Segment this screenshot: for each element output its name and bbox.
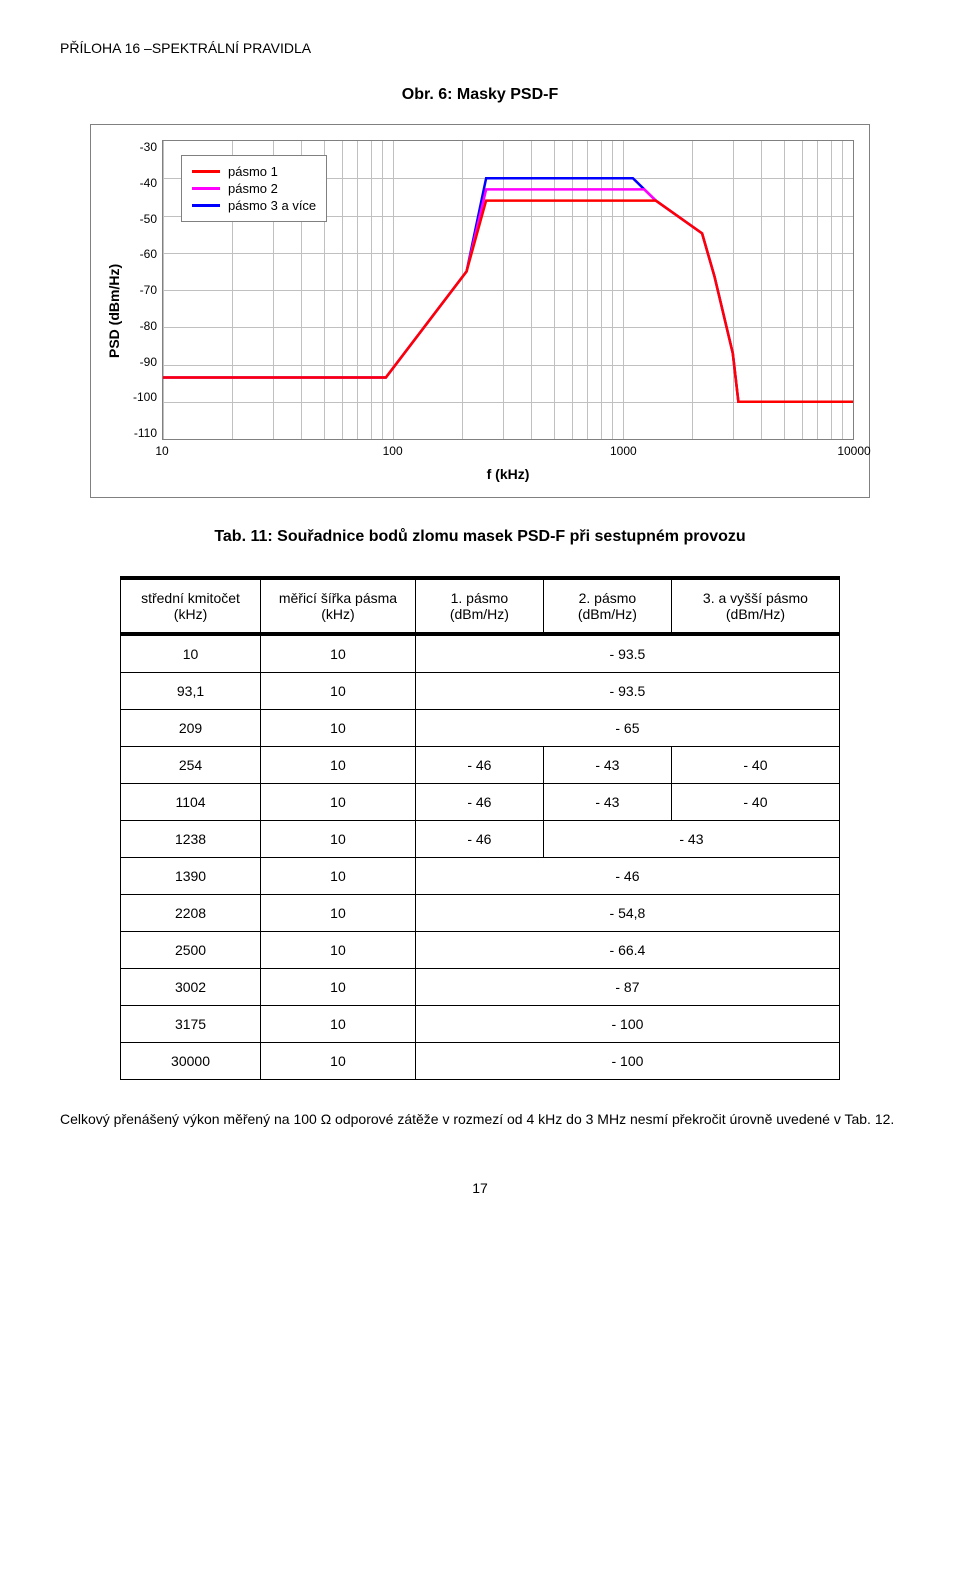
table-cell: - 40 [671, 747, 839, 784]
table-row: 25410- 46- 43- 40 [121, 747, 840, 784]
table-cell: - 93.5 [415, 634, 839, 673]
legend-item: pásmo 2 [192, 181, 316, 196]
table-row: 300210- 87 [121, 969, 840, 1006]
page-header: PŘÍLOHA 16 –SPEKTRÁLNÍ PRAVIDLA [60, 40, 900, 56]
legend-label: pásmo 3 a více [228, 198, 316, 213]
table-cell: 3002 [121, 969, 261, 1006]
table-header-cell: 2. pásmo (dBm/Hz) [543, 578, 671, 634]
table-title: Tab. 11: Souřadnice bodů zlomu masek PSD… [60, 528, 900, 546]
table-cell: 10 [261, 634, 416, 673]
table-cell: 10 [261, 1043, 416, 1080]
y-tick-label: -80 [127, 319, 157, 333]
legend-swatch [192, 204, 220, 207]
table-cell: 10 [261, 858, 416, 895]
legend-label: pásmo 1 [228, 164, 278, 179]
x-axis-ticks: 10100100010000 [162, 444, 854, 462]
table-cell: 3175 [121, 1006, 261, 1043]
table-cell: - 43 [543, 821, 839, 858]
table-cell: 10 [261, 895, 416, 932]
table-row: 110410- 46- 43- 40 [121, 784, 840, 821]
table-cell: 10 [261, 969, 416, 1006]
table-cell: 93,1 [121, 673, 261, 710]
table-cell: 1238 [121, 821, 261, 858]
table-header-cell: měřicí šířka pásma (kHz) [261, 578, 416, 634]
table-cell: - 100 [415, 1006, 839, 1043]
table-row: 123810- 46- 43 [121, 821, 840, 858]
table-row: 250010- 66.4 [121, 932, 840, 969]
table-cell: 10 [121, 634, 261, 673]
y-tick-label: -40 [127, 176, 157, 190]
x-axis-label: f (kHz) [162, 466, 854, 482]
y-tick-label: -70 [127, 283, 157, 297]
figure-title: Obr. 6: Masky PSD-F [60, 86, 900, 104]
y-tick-label: -110 [127, 426, 157, 440]
y-tick-label: -30 [127, 140, 157, 154]
y-axis-label: PSD (dBm/Hz) [101, 140, 127, 482]
table-cell: 1390 [121, 858, 261, 895]
table-cell: - 54,8 [415, 895, 839, 932]
x-tick-label: 10000 [837, 444, 870, 458]
table-cell: 2208 [121, 895, 261, 932]
table-cell: - 93.5 [415, 673, 839, 710]
y-tick-label: -60 [127, 247, 157, 261]
x-tick-label: 10 [155, 444, 168, 458]
table-header-cell: 1. pásmo (dBm/Hz) [415, 578, 543, 634]
legend-item: pásmo 3 a více [192, 198, 316, 213]
table-cell: - 65 [415, 710, 839, 747]
table-row: 1010- 93.5 [121, 634, 840, 673]
table-row: 93,110- 93.5 [121, 673, 840, 710]
table-cell: - 66.4 [415, 932, 839, 969]
table-cell: 254 [121, 747, 261, 784]
table-cell: 1104 [121, 784, 261, 821]
table-header-cell: střední kmitočet (kHz) [121, 578, 261, 634]
table-row: 3000010- 100 [121, 1043, 840, 1080]
table-cell: 10 [261, 932, 416, 969]
table-cell: 209 [121, 710, 261, 747]
table-cell: 10 [261, 1006, 416, 1043]
table-cell: - 46 [415, 858, 839, 895]
legend-swatch [192, 170, 220, 173]
table-cell: - 87 [415, 969, 839, 1006]
table-row: 317510- 100 [121, 1006, 840, 1043]
table-cell: 30000 [121, 1043, 261, 1080]
table-cell: - 46 [415, 821, 543, 858]
table-cell: - 40 [671, 784, 839, 821]
series-line [163, 201, 853, 402]
table-cell: - 43 [543, 784, 671, 821]
table-cell: 10 [261, 747, 416, 784]
page-number: 17 [60, 1180, 900, 1196]
table-cell: 10 [261, 784, 416, 821]
legend-label: pásmo 2 [228, 181, 278, 196]
table-cell: 10 [261, 710, 416, 747]
table-cell: 10 [261, 673, 416, 710]
table-row: 220810- 54,8 [121, 895, 840, 932]
chart-container: pásmo 1 pásmo 2 pásmo 3 a více PSD (dBm/Hz… [90, 124, 870, 498]
table-header-cell: 3. a vyšší pásmo (dBm/Hz) [671, 578, 839, 634]
chart-legend: pásmo 1 pásmo 2 pásmo 3 a více [181, 155, 327, 222]
table-cell: - 100 [415, 1043, 839, 1080]
table-row: 139010- 46 [121, 858, 840, 895]
y-axis-ticks: -30 -40 -50 -60 -70 -80 -90 -100 -110 [127, 140, 162, 440]
x-tick-label: 1000 [610, 444, 637, 458]
table-cell: - 46 [415, 784, 543, 821]
footer-paragraph: Celkový přenášený výkon měřený na 100 Ω … [60, 1110, 900, 1130]
data-table: střední kmitočet (kHz)měřicí šířka pásma… [120, 576, 840, 1080]
legend-item: pásmo 1 [192, 164, 316, 179]
legend-swatch [192, 187, 220, 190]
table-cell: - 43 [543, 747, 671, 784]
y-tick-label: -100 [127, 390, 157, 404]
table-cell: 2500 [121, 932, 261, 969]
y-tick-label: -90 [127, 355, 157, 369]
table-row: 20910- 65 [121, 710, 840, 747]
y-tick-label: -50 [127, 212, 157, 226]
x-tick-label: 100 [383, 444, 403, 458]
table-cell: - 46 [415, 747, 543, 784]
table-cell: 10 [261, 821, 416, 858]
